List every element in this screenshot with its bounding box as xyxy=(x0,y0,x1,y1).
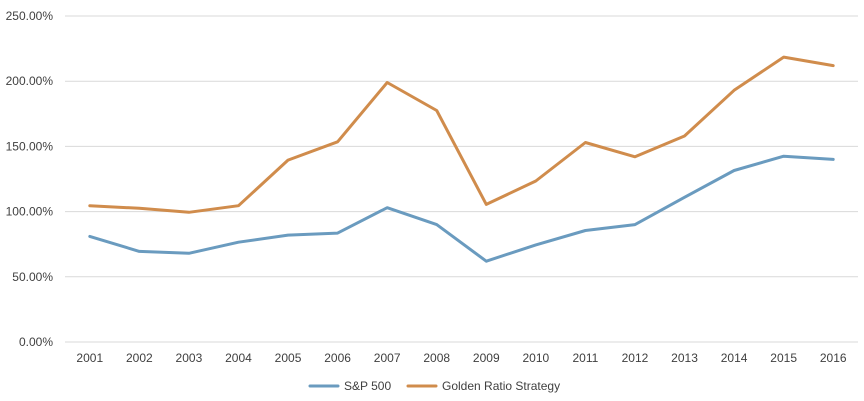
x-tick-label: 2015 xyxy=(770,351,797,365)
legend-label-0: S&P 500 xyxy=(344,379,391,393)
legend: S&P 500 Golden Ratio Strategy xyxy=(308,379,560,393)
x-tick-label: 2005 xyxy=(275,351,302,365)
x-tick-label: 2011 xyxy=(573,351,599,365)
x-tick-label: 2007 xyxy=(374,351,401,365)
y-tick-label: 50.00% xyxy=(12,270,53,284)
y-tick-label: 200.00% xyxy=(6,74,54,88)
x-tick-label: 2016 xyxy=(820,351,847,365)
gridlines xyxy=(65,15,858,343)
legend-label-1: Golden Ratio Strategy xyxy=(442,379,560,393)
x-tick-label: 2009 xyxy=(473,351,500,365)
series-lines xyxy=(88,55,835,263)
x-tick-label: 2008 xyxy=(423,351,450,365)
series-line-0 xyxy=(88,154,835,263)
x-tick-label: 2002 xyxy=(126,351,153,365)
x-tick-label: 2010 xyxy=(522,351,549,365)
x-tick-label: 2014 xyxy=(721,351,748,365)
y-axis-tick-labels: 0.00% 50.00% 100.00% 150.00% 200.00% 250.00% xyxy=(6,9,54,349)
x-tick-label: 2006 xyxy=(324,351,351,365)
x-tick-label: 2004 xyxy=(225,351,252,365)
x-axis-tick-labels: 2001 2002 2003 2004 2005 2006 2007 2008 2009 2010… xyxy=(76,351,846,365)
x-tick-label: 2003 xyxy=(176,351,203,365)
y-tick-label: 150.00% xyxy=(6,139,54,153)
y-tick-label: 0.00% xyxy=(19,335,53,349)
y-tick-label: 100.00% xyxy=(6,205,54,219)
x-tick-label: 2001 xyxy=(76,351,103,365)
x-tick-label: 2012 xyxy=(622,351,649,365)
x-tick-label: 2013 xyxy=(671,351,698,365)
series-line-1 xyxy=(88,55,835,214)
y-tick-label: 250.00% xyxy=(6,9,54,23)
